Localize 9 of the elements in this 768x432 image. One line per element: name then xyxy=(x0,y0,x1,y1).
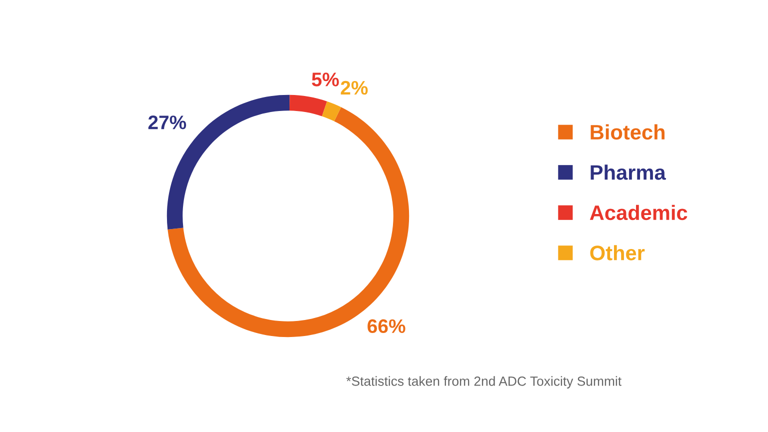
legend-label: Biotech xyxy=(590,124,664,140)
data-label: 2% xyxy=(340,80,368,95)
legend-label: Academic xyxy=(590,204,688,220)
text: *Statistics taken from 2nd ADC Toxicity Summit xyxy=(346,376,622,388)
data-label: 27% xyxy=(148,116,186,130)
data-label: 5% xyxy=(312,72,339,86)
legend-label: Other xyxy=(590,245,645,260)
legend-label: Pharma xyxy=(590,164,666,180)
data-label: 66% xyxy=(368,319,406,334)
